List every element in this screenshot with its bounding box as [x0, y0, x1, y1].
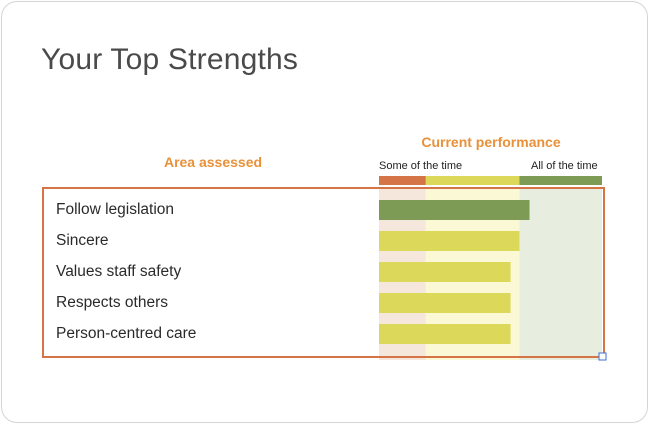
- current-performance-header: Current performance: [421, 134, 561, 150]
- row-label-4: Respects others: [56, 294, 168, 311]
- title-prefix: Your Top: [41, 43, 168, 76]
- scale-band-high: [519, 176, 602, 185]
- bar-5: [379, 324, 511, 344]
- highlight-border: [42, 187, 605, 358]
- scale-band-low: [379, 176, 426, 185]
- area-assessed-header: Area assessed: [163, 154, 263, 170]
- bar-1: [379, 200, 530, 220]
- row-label-2: Sincere: [56, 232, 109, 249]
- row-label-1: Follow legislation: [56, 201, 175, 218]
- row-label-3: Values staff safety: [56, 263, 182, 280]
- scale-low-label: Some of the time: [379, 160, 463, 172]
- corner-handle: [598, 352, 607, 361]
- row-label-5: Person-centred care: [56, 325, 197, 342]
- scale-high-label: All of the time: [531, 160, 598, 172]
- bar-3: [379, 262, 511, 282]
- page-title: Your Top Strengths: [41, 42, 298, 78]
- scale-band-mid: [425, 176, 520, 185]
- title-main: Strengths: [167, 43, 299, 76]
- bar-4: [379, 293, 511, 313]
- bar-2: [379, 231, 520, 251]
- zone-background-high: [519, 188, 602, 360]
